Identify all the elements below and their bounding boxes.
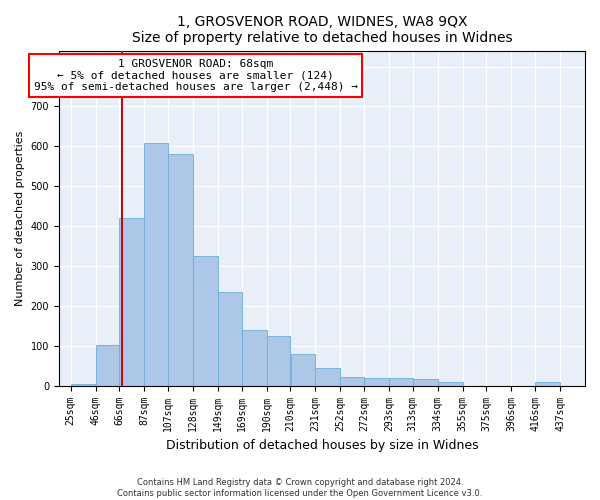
Bar bbox=[267, 336, 290, 386]
Bar bbox=[316, 368, 340, 386]
Bar bbox=[145, 143, 168, 386]
Bar bbox=[413, 379, 437, 386]
Bar bbox=[193, 256, 218, 386]
X-axis label: Distribution of detached houses by size in Widnes: Distribution of detached houses by size … bbox=[166, 440, 478, 452]
Bar bbox=[340, 378, 364, 386]
Y-axis label: Number of detached properties: Number of detached properties bbox=[15, 130, 25, 306]
Bar bbox=[218, 292, 242, 386]
Text: Contains HM Land Registry data © Crown copyright and database right 2024.
Contai: Contains HM Land Registry data © Crown c… bbox=[118, 478, 482, 498]
Bar bbox=[96, 345, 119, 386]
Bar bbox=[168, 154, 193, 386]
Bar bbox=[119, 218, 144, 386]
Bar bbox=[242, 330, 266, 386]
Bar bbox=[535, 382, 560, 386]
Bar bbox=[389, 378, 413, 386]
Title: 1, GROSVENOR ROAD, WIDNES, WA8 9QX
Size of property relative to detached houses : 1, GROSVENOR ROAD, WIDNES, WA8 9QX Size … bbox=[131, 15, 512, 45]
Bar bbox=[71, 384, 95, 386]
Bar bbox=[290, 354, 315, 386]
Bar bbox=[438, 382, 463, 386]
Bar bbox=[364, 378, 389, 386]
Text: 1 GROSVENOR ROAD: 68sqm
← 5% of detached houses are smaller (124)
95% of semi-de: 1 GROSVENOR ROAD: 68sqm ← 5% of detached… bbox=[34, 59, 358, 92]
